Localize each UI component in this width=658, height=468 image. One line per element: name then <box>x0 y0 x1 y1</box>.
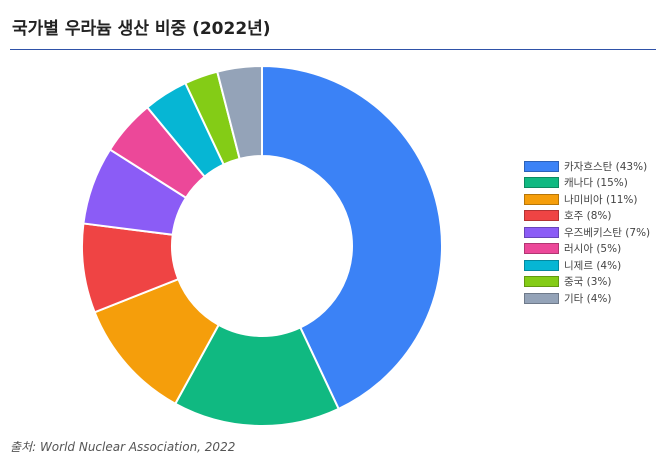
legend-swatch-6 <box>524 259 559 271</box>
donut-slice-1 <box>173 323 340 427</box>
donut-slice-8 <box>216 64 263 161</box>
legend-label-1: 캐나다 (15%) <box>564 177 628 190</box>
legend-swatch-1 <box>524 177 559 189</box>
legend-item-6: 니제르 (4%) <box>524 257 650 274</box>
chart-title: 국가별 우라늄 생산 비중 (2022년) <box>12 19 271 39</box>
legend-label-2: 나미비아 (11%) <box>564 193 638 206</box>
legend-swatch-7 <box>524 276 559 288</box>
legend-swatch-2 <box>524 193 559 205</box>
legend-label-8: 기타 (4%) <box>564 292 612 305</box>
legend-item-4: 우즈베키스탄 (7%) <box>524 224 650 241</box>
title-divider <box>10 49 656 50</box>
legend-label-7: 중국 (3%) <box>564 276 612 289</box>
legend-item-8: 기타 (4%) <box>524 290 650 307</box>
chart-legend: 카자흐스탄 (43%) 캐나다 (15%) 나미비아 (11%) 호주 (8%) 우즈베… <box>524 158 650 307</box>
donut-slice-0 <box>261 64 443 411</box>
legend-label-4: 우즈베키스탄 (7%) <box>564 226 651 239</box>
legend-swatch-3 <box>524 210 559 222</box>
legend-label-3: 호주 (8%) <box>564 210 612 223</box>
legend-label-6: 니제르 (4%) <box>564 259 622 272</box>
legend-swatch-5 <box>524 243 559 255</box>
legend-swatch-0 <box>524 160 559 172</box>
legend-swatch-8 <box>524 292 559 304</box>
legend-label-0: 카자흐스탄 (43%) <box>564 160 648 173</box>
source-note: 출처: World Nuclear Association, 2022 <box>10 440 236 454</box>
legend-item-1: 캐나다 (15%) <box>524 175 650 192</box>
legend-swatch-4 <box>524 226 559 238</box>
legend-label-5: 러시아 (5%) <box>564 243 622 256</box>
legend-item-0: 카자흐스탄 (43%) <box>524 158 650 175</box>
legend-item-2: 나미비아 (11%) <box>524 191 650 208</box>
legend-item-7: 중국 (3%) <box>524 274 650 291</box>
legend-item-5: 러시아 (5%) <box>524 241 650 258</box>
legend-item-3: 호주 (8%) <box>524 208 650 225</box>
